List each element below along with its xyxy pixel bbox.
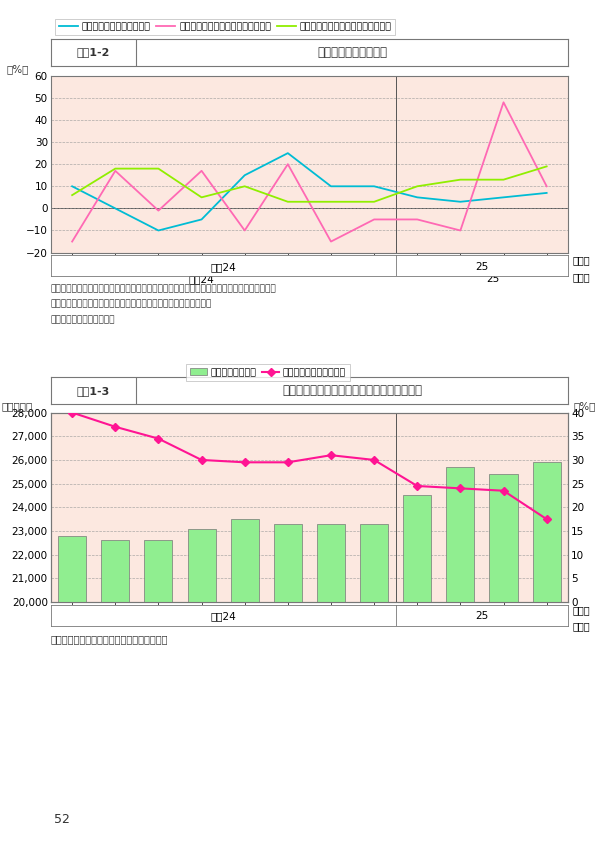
Bar bbox=[187, 529, 215, 602]
Text: 注：いずれも前年同月比。: 注：いずれも前年同月比。 bbox=[51, 315, 115, 324]
Text: 25: 25 bbox=[475, 262, 488, 272]
Legend: 新設住宅着工戸数（全国）, マンション新規発売戸数（首都圏）, 中古マンション成約件数（首都圏）: 新設住宅着工戸数（全国）, マンション新規発売戸数（首都圏）, 中古マンション成… bbox=[55, 19, 395, 35]
Bar bbox=[490, 474, 518, 602]
Bar bbox=[231, 520, 259, 602]
Text: 図表1-3: 図表1-3 bbox=[77, 386, 110, 396]
Bar bbox=[446, 467, 474, 602]
Text: （%）: （%） bbox=[574, 401, 595, 411]
Bar bbox=[274, 524, 302, 602]
Text: （年）: （年） bbox=[572, 621, 590, 632]
Text: 25: 25 bbox=[475, 611, 488, 621]
Text: 資料：三鬼商事㈱「最新オフィスビル市況」: 資料：三鬼商事㈱「最新オフィスビル市況」 bbox=[51, 634, 168, 644]
Bar bbox=[58, 536, 86, 602]
Bar bbox=[145, 541, 173, 602]
Text: （年）: （年） bbox=[572, 272, 590, 282]
Text: （%）: （%） bbox=[7, 64, 29, 74]
Text: 住宅市場の最近の動向: 住宅市場の最近の動向 bbox=[317, 45, 387, 59]
Text: 25: 25 bbox=[486, 274, 499, 284]
Text: （月）: （月） bbox=[572, 605, 590, 615]
Text: 52: 52 bbox=[54, 813, 70, 827]
Text: 平成24: 平成24 bbox=[210, 262, 236, 272]
Text: （月）: （月） bbox=[572, 255, 590, 265]
Bar bbox=[533, 462, 560, 602]
Bar bbox=[317, 524, 345, 602]
Text: （円／坪）: （円／坪） bbox=[1, 401, 33, 411]
Bar bbox=[101, 541, 129, 602]
Legend: 新築ビル募集賃料, 新築ビル空室率（右軸）: 新築ビル募集賃料, 新築ビル空室率（右軸） bbox=[186, 365, 350, 381]
Text: 平成24: 平成24 bbox=[210, 611, 236, 621]
Text: オフィス市場の最近の動向（東京都心５区）: オフィス市場の最近の動向（東京都心５区） bbox=[282, 384, 422, 397]
Text: 平成24: 平成24 bbox=[189, 274, 214, 284]
Bar bbox=[360, 524, 388, 602]
Text: 資料：国土交通省「建築着工統計調査」、㈱不動産経済研究所「全国マンション市場動向」、: 資料：国土交通省「建築着工統計調査」、㈱不動産経済研究所「全国マンション市場動向… bbox=[51, 285, 276, 294]
Text: 図表1-2: 図表1-2 bbox=[77, 47, 110, 57]
Bar bbox=[403, 495, 431, 602]
Text: 公益財団法人東日本不動産流通機構「マーケットウォッチ」: 公益財団法人東日本不動産流通機構「マーケットウォッチ」 bbox=[51, 300, 212, 309]
